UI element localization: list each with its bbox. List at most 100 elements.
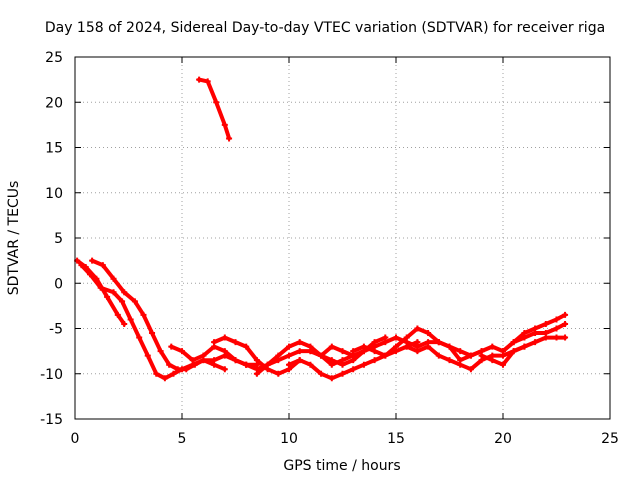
data-point <box>532 339 539 346</box>
data-point <box>521 330 528 337</box>
data-point <box>562 320 569 327</box>
data-point <box>542 334 549 341</box>
data-point <box>157 348 164 355</box>
y-tick-label: -10 <box>40 367 63 383</box>
data-point <box>562 311 569 318</box>
series-sat-o <box>500 311 569 355</box>
data-point <box>196 76 203 83</box>
data-point <box>350 348 357 355</box>
data-point <box>174 366 181 373</box>
data-point <box>307 361 314 368</box>
data-point <box>339 348 346 355</box>
data-point <box>360 343 367 350</box>
data-point <box>328 361 335 368</box>
y-tick-label: 20 <box>45 95 63 111</box>
data-point <box>200 352 207 359</box>
data-point <box>183 366 190 373</box>
data-point <box>425 343 432 350</box>
data-point <box>393 334 399 341</box>
data-point <box>99 262 106 269</box>
data-point <box>371 348 378 355</box>
data-point <box>136 334 143 341</box>
data-point <box>114 311 121 318</box>
data-point <box>131 298 138 305</box>
data-point <box>328 375 335 382</box>
data-point <box>296 339 303 346</box>
data-point <box>170 370 177 377</box>
y-tick-label: -15 <box>40 412 63 428</box>
series-line <box>169 344 249 367</box>
data-point <box>121 289 128 296</box>
data-point <box>457 348 464 355</box>
data-point <box>521 343 528 350</box>
data-point <box>328 343 335 350</box>
data-point <box>253 370 260 377</box>
data-point <box>140 311 147 318</box>
series-sat-e <box>196 76 233 142</box>
data-point <box>414 325 421 332</box>
data-point <box>403 343 410 350</box>
data-point <box>478 352 485 359</box>
data-point <box>127 316 134 323</box>
chart-title: Day 158 of 2024, Sidereal Day-to-day VTE… <box>45 20 605 36</box>
data-point <box>532 325 539 332</box>
data-point <box>467 352 474 359</box>
data-point <box>339 357 346 364</box>
data-point <box>121 320 128 327</box>
data-point <box>191 361 198 368</box>
data-series <box>74 76 569 382</box>
data-point <box>166 361 173 368</box>
data-point <box>243 343 250 350</box>
data-point <box>500 361 506 368</box>
series-sat-n <box>478 334 569 368</box>
data-point <box>110 289 117 296</box>
series-sat-c <box>89 257 260 373</box>
series-line <box>197 77 232 141</box>
x-tick-label: 10 <box>280 431 298 447</box>
y-tick-label: 5 <box>54 231 63 247</box>
y-tick-label: 0 <box>54 276 63 292</box>
data-point <box>371 357 378 364</box>
data-point <box>221 121 228 128</box>
data-point <box>286 361 292 368</box>
data-point <box>226 135 233 142</box>
data-point <box>221 366 228 373</box>
data-point <box>211 339 218 346</box>
x-tick-label: 15 <box>387 431 405 447</box>
data-point <box>435 352 442 359</box>
data-point <box>286 352 292 359</box>
data-point <box>446 343 453 350</box>
y-tick-label: 15 <box>45 141 63 157</box>
data-point <box>104 293 111 300</box>
data-point <box>275 370 282 377</box>
data-point <box>221 348 228 355</box>
data-point <box>553 316 560 323</box>
data-point <box>553 334 560 341</box>
data-point <box>489 343 496 350</box>
data-point <box>264 361 271 368</box>
data-point <box>213 99 220 106</box>
series-sat-b <box>78 262 228 382</box>
grid-lines <box>75 57 610 419</box>
series-sat-k <box>350 325 485 359</box>
data-point <box>243 361 250 368</box>
data-point <box>542 320 549 327</box>
data-point <box>553 325 560 332</box>
data-point <box>307 348 314 355</box>
x-tick-label: 25 <box>601 431 619 447</box>
data-point <box>168 343 175 350</box>
data-point <box>360 361 367 368</box>
data-point <box>161 375 168 382</box>
data-point <box>204 78 211 85</box>
series-sat-g <box>232 343 357 373</box>
data-point <box>286 343 292 350</box>
data-point <box>435 339 442 346</box>
data-point <box>119 298 126 305</box>
data-point <box>562 334 569 341</box>
data-point <box>153 370 160 377</box>
data-point <box>382 339 389 346</box>
series-sat-i <box>286 339 421 382</box>
data-point <box>78 262 85 269</box>
data-point <box>253 357 260 364</box>
